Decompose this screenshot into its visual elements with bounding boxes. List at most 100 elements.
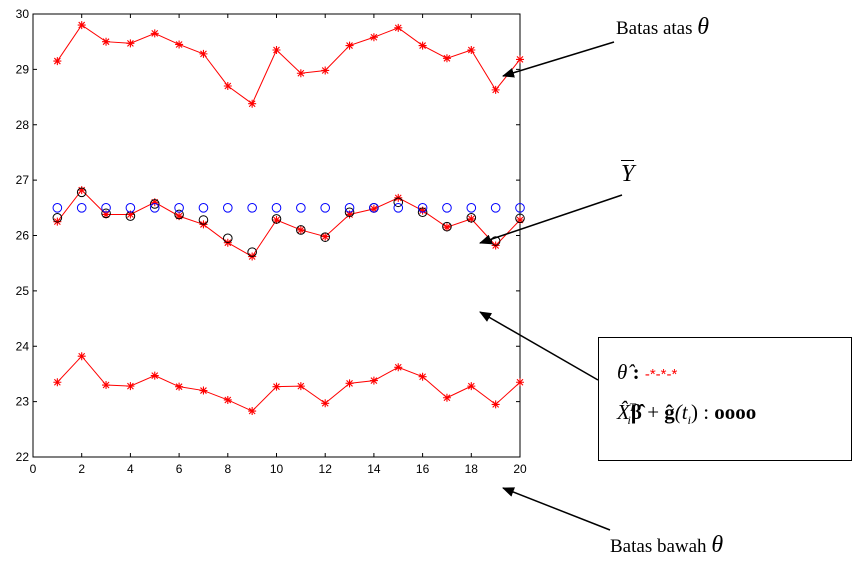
x-tick-label: 2 [78, 462, 85, 476]
star-point [467, 45, 476, 54]
legend-sep-1: : [627, 360, 645, 384]
circle-point [490, 203, 501, 213]
lower-bound-text: Batas bawah [610, 536, 707, 557]
legend-t-open: (t [674, 400, 688, 424]
legend-item-fitted: X̂Tiβ̂ + ĝ(ti) : oooo [617, 400, 756, 428]
circle-point [417, 207, 428, 218]
star-point [126, 382, 135, 391]
circle-point [320, 203, 331, 213]
star-point [296, 69, 305, 78]
circle-point [466, 203, 477, 213]
star-point [369, 204, 378, 213]
star-point [394, 23, 403, 32]
x-tick-label: 4 [127, 462, 134, 476]
star-point [516, 215, 524, 224]
circle-point [149, 203, 160, 213]
circle-point [271, 203, 282, 213]
lower-bound-label: Batas bawah θ [610, 532, 723, 559]
star-point [321, 232, 330, 241]
star-point [516, 378, 524, 387]
circle-point [174, 209, 184, 220]
star-point [248, 407, 257, 416]
legend-beta-hat: β̂ [630, 400, 642, 424]
star-point [296, 382, 305, 391]
legend-circle-marker: oooo [714, 400, 757, 424]
lower-theta-symbol: θ [711, 532, 724, 558]
legend-g-hat: ĝ [664, 400, 675, 424]
circle-point [296, 225, 306, 235]
circle-point [247, 247, 257, 257]
circle-point [223, 233, 233, 244]
circle-point [344, 207, 355, 218]
circle-point [442, 221, 452, 232]
circle-point [417, 203, 428, 213]
upper-bound-label: Batas atas θ [616, 14, 709, 41]
star-point [442, 54, 451, 63]
legend-theta-hat-symbol: θ̂ [617, 360, 628, 384]
circle-point [149, 199, 160, 209]
circle-point [344, 203, 355, 213]
circle-point [369, 203, 379, 213]
star-point [345, 379, 354, 388]
series-lower [53, 352, 524, 416]
legend-t-sub: i [687, 413, 691, 428]
x-tick-label: 6 [176, 462, 183, 476]
star-point [369, 376, 378, 385]
y-tick-label: 25 [16, 284, 30, 298]
y-tick-label: 29 [16, 62, 30, 76]
annotation-arrows [479, 41, 623, 531]
series-fitted [52, 187, 525, 257]
star-point [272, 45, 281, 54]
star-point [369, 33, 378, 42]
star-point [53, 57, 62, 66]
x-tick-label: 18 [465, 462, 479, 476]
star-point [223, 395, 232, 404]
circle-point [393, 203, 404, 213]
star-point [126, 39, 135, 48]
star-point [199, 49, 208, 58]
circle-point [442, 203, 452, 213]
star-point [442, 223, 451, 232]
star-point [345, 210, 354, 219]
x-tick-label: 10 [270, 462, 284, 476]
circle-point [198, 203, 209, 213]
y-tick-label: 23 [16, 395, 30, 409]
circle-point [320, 232, 331, 242]
star-point [272, 382, 281, 391]
star-point [126, 210, 135, 219]
circle-point [52, 212, 63, 223]
legend-item-theta-hat: θ̂ : -*-*-* [617, 360, 677, 385]
x-tick-label: 20 [513, 462, 527, 476]
star-point [394, 363, 403, 372]
legend-plus: + [641, 400, 665, 424]
star-point [491, 85, 500, 94]
star-point [272, 215, 281, 224]
star-point [223, 81, 232, 90]
star-point [321, 66, 330, 75]
arrow-legend [479, 311, 599, 381]
x-tick-label: 14 [367, 462, 381, 476]
star-point [321, 399, 330, 408]
star-point [102, 381, 111, 390]
star-point [102, 210, 111, 219]
legend-x-sup: T [628, 400, 636, 414]
circle-point [271, 214, 282, 224]
y-tick-label: 28 [16, 118, 30, 132]
circle-point [76, 187, 87, 198]
upper-bound-text: Batas atas [616, 18, 693, 39]
star-point [418, 372, 427, 381]
ybar-symbol: Y [621, 160, 635, 187]
legend: θ̂ : -*-*-* X̂Tiβ̂ + ĝ(ti) : oooo [598, 337, 852, 461]
series-upper [53, 21, 524, 108]
circle-point [515, 213, 525, 224]
legend-star-marker: -*-*-* [644, 366, 678, 383]
star-point [296, 225, 305, 234]
star-point [150, 198, 159, 207]
series-line [56, 24, 521, 105]
circle-point [174, 203, 184, 213]
star-point [418, 41, 427, 50]
y-tick-label: 22 [16, 450, 30, 464]
star-point [491, 400, 500, 409]
circle-point [247, 203, 257, 213]
